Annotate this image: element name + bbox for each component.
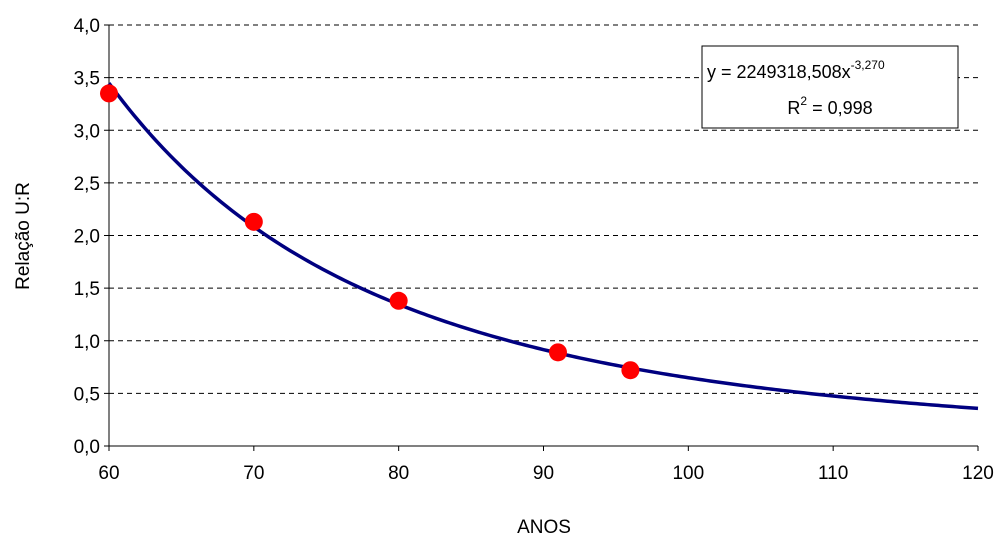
y-axis-title: Relação U:R [13, 182, 34, 290]
x-tick-label: 110 [818, 463, 848, 484]
data-points [100, 84, 640, 380]
y-tick-label: 0,0 [74, 437, 100, 458]
equation-box: y = 2249318,508x-3,270 R2 = 0,998 [701, 45, 959, 129]
data-point [100, 84, 118, 103]
x-tick-label: 80 [388, 463, 409, 484]
r-squared-value: = 0,998 [807, 98, 873, 118]
x-axis-title: ANOS [517, 517, 571, 536]
y-tick-label: 2,5 [74, 174, 100, 195]
y-tick-label: 4,0 [74, 16, 100, 37]
y-tick-label: 3,5 [74, 69, 100, 90]
y-tick-label: 1,5 [74, 279, 100, 300]
r-squared-superscript: 2 [800, 94, 807, 108]
data-point [548, 343, 567, 362]
x-tick-label: 90 [533, 463, 554, 484]
y-tick-labels: 0,0 0,5 1,0 1,5 2,0 2,5 3,0 3,5 4,0 [74, 16, 109, 458]
x-tick-label: 70 [243, 463, 264, 484]
equation-box-frame [701, 45, 959, 129]
trendline-layer [107, 82, 979, 411]
y-tick-label: 1,0 [74, 332, 100, 353]
r-squared-text: R2 = 0,998 [787, 94, 872, 118]
x-tick-labels: 60 70 80 90 100 110 120 [98, 446, 994, 484]
r-squared-label: R [787, 98, 800, 118]
y-tick-label: 3,0 [74, 121, 100, 142]
data-point [389, 291, 408, 310]
data-point [621, 361, 640, 380]
equation-text: y = 2249318,508x-3,270 [707, 58, 885, 82]
x-tick-label: 120 [962, 463, 994, 484]
data-point [244, 212, 263, 231]
x-tick-label: 60 [98, 463, 119, 484]
trendline [107, 82, 979, 411]
grid-lines [109, 24, 978, 394]
x-tick-label: 100 [672, 463, 704, 484]
equation-exponent: -3,270 [851, 58, 885, 72]
y-tick-label: 0,5 [74, 384, 100, 405]
y-tick-label: 2,0 [74, 227, 100, 248]
equation-main: y = 2249318,508x [707, 62, 851, 82]
